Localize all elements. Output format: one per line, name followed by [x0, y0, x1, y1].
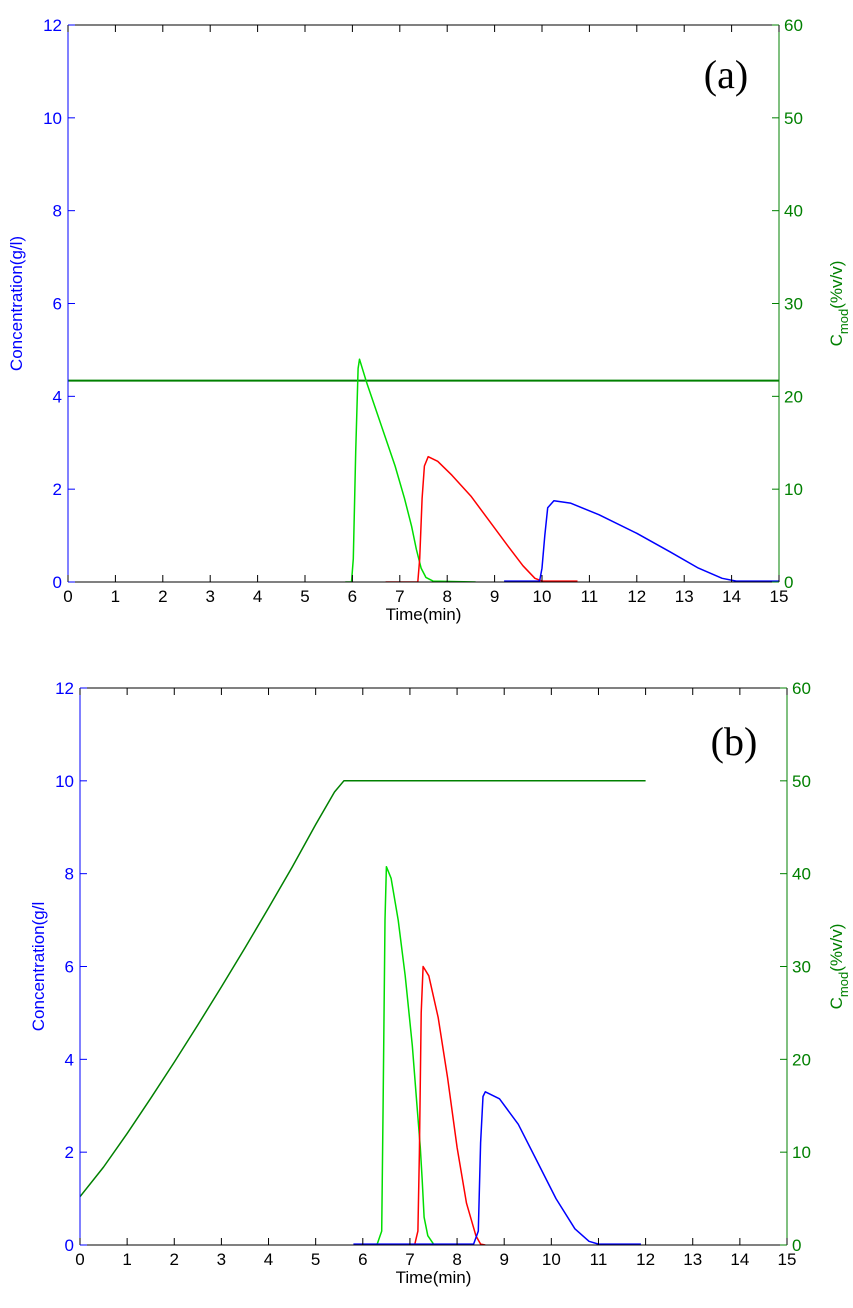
x-tick-label: 5 [300, 587, 309, 606]
y-tick-label: 4 [65, 1050, 74, 1069]
x-tick-label: 15 [778, 1250, 797, 1269]
y-axis-label: Concentration(g/l [29, 902, 48, 1031]
y2-axis-label-rest: (%v/v) [827, 261, 846, 309]
y-tick-label: 0 [53, 573, 62, 592]
x-tick-label: 14 [730, 1250, 749, 1269]
y-tick-label: 2 [65, 1143, 74, 1162]
y-tick-label: 4 [53, 387, 62, 406]
y2-tick-label: 50 [792, 772, 811, 791]
x-tick-label: 8 [442, 587, 451, 606]
x-tick-label: 2 [158, 587, 167, 606]
series-line-3 [504, 500, 779, 582]
x-tick-label: 13 [675, 587, 694, 606]
x-tick-label: 14 [722, 587, 741, 606]
x-tick-label: 13 [683, 1250, 702, 1269]
y-tick-label: 10 [43, 109, 62, 128]
y-tick-label: 12 [43, 16, 62, 35]
x-tick-label: 15 [770, 587, 789, 606]
x-axis-label: Time(min) [386, 605, 462, 624]
x-tick-label: 10 [542, 1250, 561, 1269]
y-tick-label: 2 [53, 480, 62, 499]
y2-tick-label: 40 [792, 865, 811, 884]
y-axis-label: Concentration(g/l) [7, 236, 26, 371]
x-tick-label: 2 [170, 1250, 179, 1269]
y2-axis-label: Cmod(%v/v) [827, 924, 851, 1010]
x-tick-label: 4 [264, 1250, 273, 1269]
chart-panel-a: 0 1 2 3 4 5 6 7 8 9 10 11 12 13 14 15024681012010203040… [7, 16, 851, 624]
y2-tick-label: 20 [784, 387, 803, 406]
x-tick-label: 3 [217, 1250, 226, 1269]
x-tick-label: 7 [405, 1250, 414, 1269]
x-tick-label: 6 [348, 587, 357, 606]
x-tick-label: 0 [75, 1250, 84, 1269]
series-line-2 [385, 455, 578, 582]
series-line-3 [353, 1091, 641, 1245]
y2-tick-label: 50 [784, 109, 803, 128]
x-tick-label: 6 [358, 1250, 367, 1269]
series-line-1 [376, 865, 439, 1245]
y2-tick-label: 0 [792, 1236, 801, 1255]
x-tick-label: 1 [122, 1250, 131, 1269]
x-tick-label: 9 [499, 1250, 508, 1269]
y2-axis-label-subscript: mod [836, 309, 851, 334]
y-tick-label: 8 [53, 202, 62, 221]
x-tick-label: 3 [205, 587, 214, 606]
x-axis-label: Time(min) [396, 1268, 472, 1287]
y2-tick-label: 0 [784, 573, 793, 592]
y2-tick-label: 10 [784, 480, 803, 499]
x-tick-label: 0 [63, 587, 72, 606]
y2-tick-label: 40 [784, 202, 803, 221]
x-tick-label: 5 [311, 1250, 320, 1269]
y-tick-label: 0 [65, 1236, 74, 1255]
x-tick-label: 1 [111, 587, 120, 606]
x-tick-label: 11 [581, 587, 599, 606]
y2-tick-label: 10 [792, 1143, 811, 1162]
y2-tick-label: 30 [792, 958, 811, 977]
y-tick-label: 6 [53, 295, 62, 314]
y2-tick-label: 30 [784, 295, 803, 314]
x-tick-label: 9 [490, 587, 499, 606]
y2-tick-label: 60 [792, 679, 811, 698]
y2-axis-label-base: C [827, 997, 846, 1009]
x-tick-label: 4 [253, 587, 262, 606]
x-tick-label: 8 [452, 1250, 461, 1269]
panel-label: (a) [704, 52, 748, 97]
y2-axis-label-base: C [827, 334, 846, 346]
y2-axis-label-subscript: mod [836, 972, 851, 997]
x-tick-label: 7 [395, 587, 404, 606]
chart-panel-b: 0 1 2 3 4 5 6 7 8 9 10 11 12 13 14 15024681012010203040… [29, 679, 851, 1287]
x-tick-label: 12 [627, 587, 646, 606]
x-tick-label: 11 [590, 1250, 608, 1269]
y2-axis-label: Cmod(%v/v) [827, 261, 851, 347]
series-line-0 [80, 780, 646, 1198]
y2-tick-label: 60 [784, 16, 803, 35]
panel-label: (b) [711, 719, 758, 764]
series-group [68, 358, 779, 582]
x-tick-label: 10 [533, 587, 552, 606]
series-line-1 [345, 358, 476, 582]
series-group [80, 780, 646, 1245]
y2-axis-label-rest: (%v/v) [827, 924, 846, 972]
y2-tick-label: 20 [792, 1050, 811, 1069]
x-tick-label: 12 [636, 1250, 655, 1269]
y-tick-label: 8 [65, 865, 74, 884]
y-tick-label: 6 [65, 958, 74, 977]
y-tick-label: 10 [55, 772, 74, 791]
y-tick-label: 12 [55, 679, 74, 698]
